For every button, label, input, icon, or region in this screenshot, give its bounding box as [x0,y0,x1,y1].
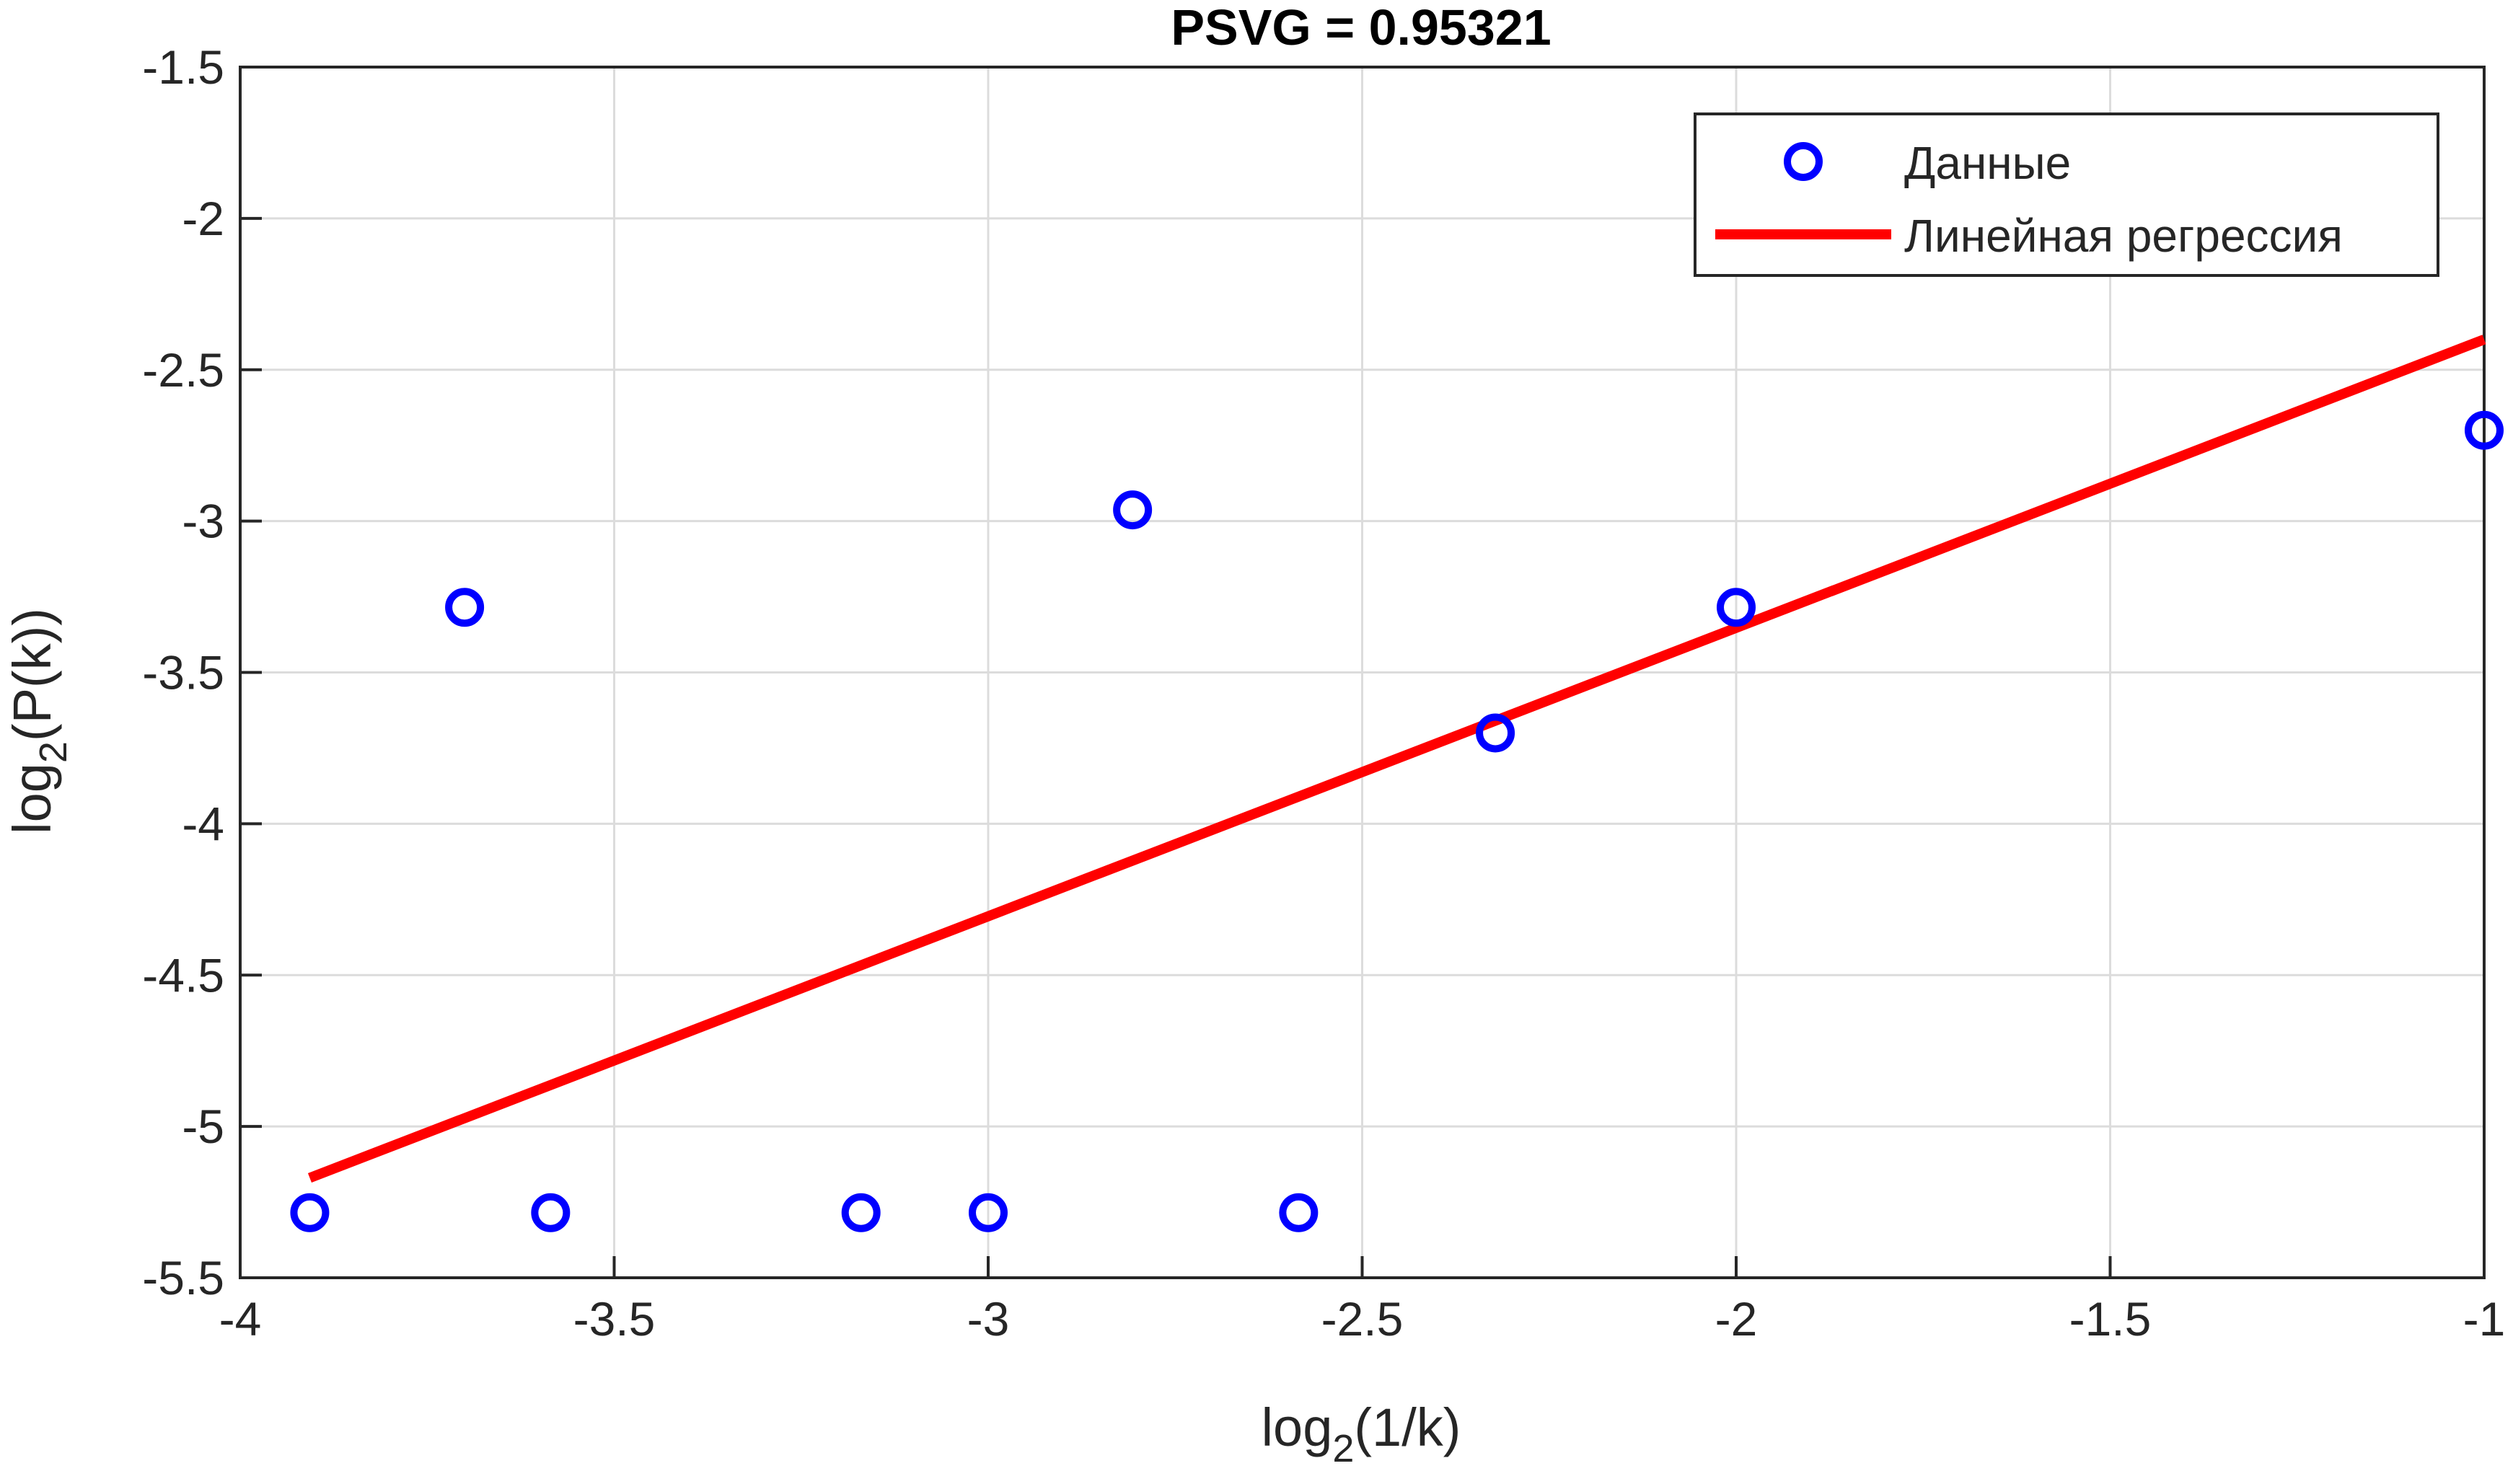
y-tick-label: -2.5 [142,343,224,397]
y-tick-label: -4.5 [142,948,224,1002]
legend: Данные Линейная регрессия [1694,112,2439,277]
x-tick-label: -2.5 [1321,1292,1404,1346]
y-axis-ticks: -5.5 -5 -4.5 -4 -3.5 -3 -2.5 -2 -1.5 [142,40,262,1304]
data-point [531,1193,571,1232]
y-tick-label: -5.5 [142,1251,224,1304]
data-point [1476,713,1515,753]
data-point [1279,1193,1319,1232]
y-tick-label: -1.5 [142,40,224,94]
x-tick-label: -4 [219,1292,262,1346]
y-tick-label: -3.5 [142,646,224,699]
x-axis-label-subscript: 2 [1332,1427,1354,1470]
y-tick-label: -5 [182,1100,224,1153]
regression-series [307,335,2486,1183]
y-tick-label: -3 [182,495,224,548]
data-point [445,588,485,627]
x-tick-label: -1 [2463,1292,2506,1346]
x-tick-label: -1.5 [2069,1292,2152,1346]
legend-box [1694,112,2439,277]
x-axis-label: log2(1/k) [1262,1397,1461,1470]
y-tick-label: -4 [182,797,224,850]
x-axis-ticks: -4 -3.5 -3 -2.5 -2 -1.5 -1 [219,1256,2506,1346]
y-axis-label-subscript: 2 [32,741,75,763]
y-axis-label: log2(P(k)) [2,608,75,834]
legend-marker-icon [1784,142,1823,181]
x-tick-label: -3.5 [573,1292,656,1346]
legend-label-regression: Линейная регрессия [1904,210,2343,262]
data-point [1717,588,1756,627]
legend-label-data: Данные [1904,137,2071,189]
data-series [290,410,2504,1232]
data-point [2465,410,2504,450]
x-axis-label-base: log [1262,1397,1333,1457]
data-point [290,1193,330,1232]
chart-title: PSVG = 0.95321 [1171,0,1551,56]
x-tick-label: -3 [967,1292,1010,1346]
y-tick-label: -2 [182,192,224,245]
data-point [969,1193,1008,1232]
data-point [841,1193,881,1232]
data-point [1113,490,1153,530]
regression-line [307,335,2486,1183]
y-axis-label-base: log [2,763,62,834]
y-axis-label-rest: (P(k)) [2,608,62,741]
x-tick-label: -2 [1715,1292,1758,1346]
x-axis-label-rest: (1/k) [1354,1397,1461,1457]
